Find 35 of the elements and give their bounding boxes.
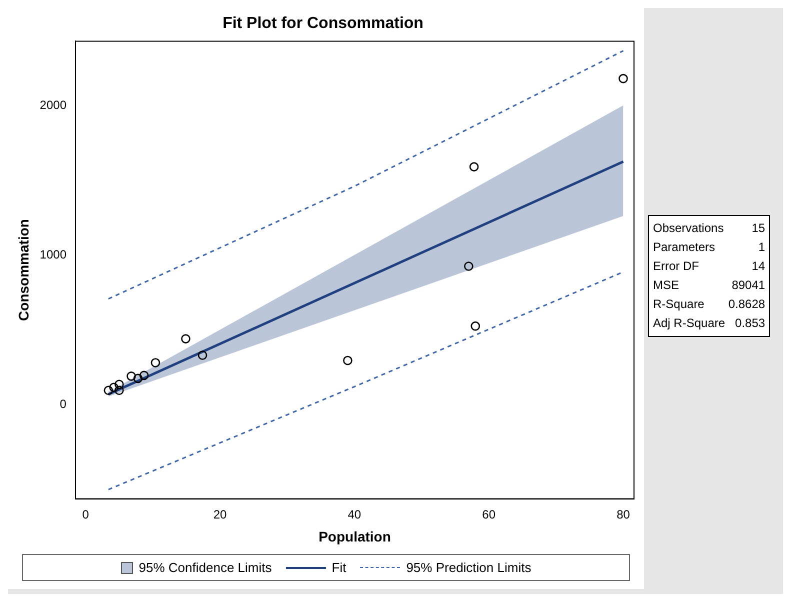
y-tick-label: 2000 xyxy=(40,98,67,112)
point xyxy=(104,386,114,396)
legend-label: 95% Prediction Limits xyxy=(406,560,532,575)
point xyxy=(198,350,208,360)
text: Error DF 14 xyxy=(653,259,766,273)
point xyxy=(139,370,149,380)
point xyxy=(126,372,136,381)
point xyxy=(469,162,479,172)
x-tick-label: 60 xyxy=(482,507,496,522)
x-tick-label: 80 xyxy=(616,507,630,522)
point xyxy=(150,358,160,368)
x-tick-label: 40 xyxy=(348,507,362,522)
text: 95% Confidence Limits xyxy=(138,560,272,575)
point xyxy=(618,74,628,84)
text: Parameters 1 xyxy=(653,240,766,254)
y-axis-title: Consommation xyxy=(15,219,32,321)
point xyxy=(343,356,352,366)
point xyxy=(133,374,143,384)
point xyxy=(464,262,474,271)
point xyxy=(114,380,124,390)
point xyxy=(109,382,118,392)
y-tick-label: 1000 xyxy=(40,247,67,262)
point xyxy=(114,386,124,396)
text: Adj R-Square 0.853 xyxy=(653,315,766,332)
x-tick-label: 0 xyxy=(82,507,90,522)
point xyxy=(181,334,190,344)
text: R-Square 0.8628 xyxy=(653,297,766,311)
x-axis-title: Population xyxy=(318,528,391,544)
y-tick-label: 0 xyxy=(60,396,67,411)
point xyxy=(470,321,480,331)
text: Observations 15 xyxy=(653,221,766,235)
x-tick-label: 20 xyxy=(213,507,227,522)
legend-label: Fit xyxy=(332,560,346,575)
chart-title: Fit Plot for Consommation xyxy=(222,15,424,32)
text: MSE 89041 xyxy=(653,278,766,292)
